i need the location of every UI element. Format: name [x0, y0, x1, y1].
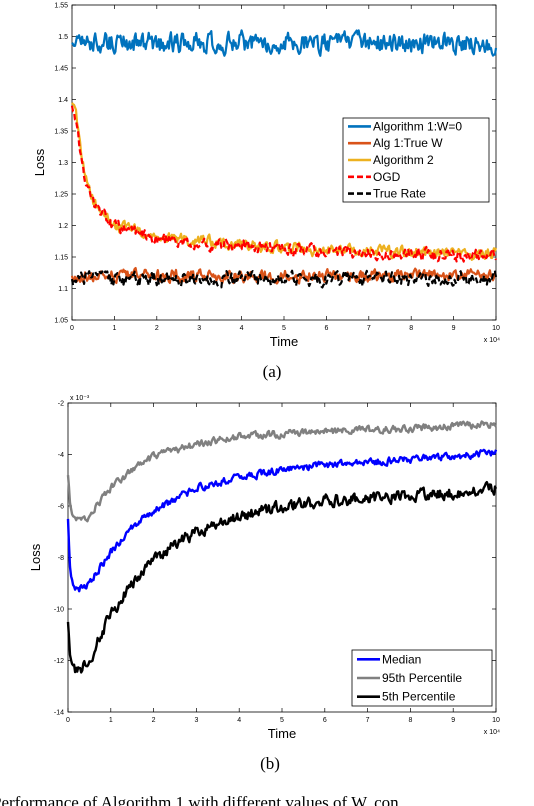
x-tick-label: 10	[492, 325, 500, 332]
series-line-5th-percentile	[66, 480, 498, 674]
chart-panel-a: 0 1 2 3 4 5 6 7 8 9 10 1.05 1.1 1.15 1.2 1.25 1.3 1.35 1.4…	[32, 3, 500, 382]
x-tick-label: 1	[112, 325, 116, 332]
x-tick-label: 4	[240, 325, 244, 332]
x-tick-label: 4	[237, 717, 241, 724]
x-tick-label: 5	[280, 717, 284, 724]
legend-entry-label: Algorithm 2	[373, 153, 434, 167]
x-axis-label: Time	[268, 726, 296, 741]
y-tick-label: -8	[58, 555, 64, 562]
series-line-true-rate	[70, 269, 498, 289]
y-tick-label: 1.05	[54, 318, 68, 325]
legend-entry-label: Median	[382, 652, 421, 666]
legend-entry-label: Alg 1:True W	[373, 136, 443, 150]
x-tick-label: 6	[323, 717, 327, 724]
legend: Algorithm 1:W=0 Alg 1:True W Algorithm 2 OG…	[342, 117, 490, 203]
x-tick-label: 9	[452, 325, 456, 332]
y-tick-label: 1.1	[58, 286, 68, 293]
figure-caption: Performance of Algorithm 1 with differen…	[0, 793, 399, 806]
y-tick-label: 1.2	[58, 223, 68, 230]
y-tick-label: 1.35	[54, 129, 68, 136]
x-tick-label: 7	[366, 717, 370, 724]
x-axis-exponent: x 10⁴	[484, 729, 500, 736]
y-tick-label: -10	[54, 607, 64, 614]
series-line-algorithm-1-w-0	[71, 29, 498, 57]
legend-entry-label: 95th Percentile	[382, 671, 462, 685]
y-tick-label: -4	[58, 452, 64, 459]
x-tick-label: 0	[70, 325, 74, 332]
series-line-ogd	[70, 105, 498, 263]
x-tick-label: 1	[109, 717, 113, 724]
series-line-95th-percentile	[66, 420, 497, 523]
y-tick-label: 1.25	[54, 192, 68, 199]
y-axis-label: Loss	[32, 148, 47, 176]
y-axis-label: Loss	[28, 543, 43, 571]
legend: Median 95th Percentile 5th Percentile	[351, 649, 493, 707]
x-tick-label: 6	[324, 325, 328, 332]
legend-entry-label: 5th Percentile	[382, 690, 456, 704]
y-tick-label: 1.3	[58, 160, 68, 167]
x-tick-label: 2	[155, 325, 159, 332]
x-tick-label: 3	[194, 717, 198, 724]
panel-label: (a)	[263, 362, 282, 381]
y-tick-label: 1.55	[54, 3, 68, 10]
x-tick-label: 8	[409, 325, 413, 332]
legend-entry-label: OGD	[373, 170, 401, 184]
x-tick-label: 8	[408, 717, 412, 724]
y-tick-label: -14	[54, 710, 64, 717]
panel-label: (b)	[260, 754, 280, 773]
y-axis-exponent: x 10⁻³	[70, 395, 90, 402]
y-tick-label: -6	[58, 504, 64, 511]
y-tick-label: 1.5	[58, 34, 68, 41]
x-tick-label: 0	[66, 717, 70, 724]
y-tick-label: 1.4	[58, 97, 68, 104]
chart-panel-b: 0 1 2 3 4 5 6 7 8 9 10 -14 -12 -10 -8 -6 -4 -2 Time Loss x 1…	[28, 395, 500, 773]
x-tick-label: 5	[282, 325, 286, 332]
x-axis-label: Time	[270, 334, 298, 349]
legend-entry-label: Algorithm 1:W=0	[373, 119, 462, 133]
y-tick-label: 1.15	[54, 255, 68, 262]
x-tick-label: 7	[367, 325, 371, 332]
y-tick-label: 1.45	[54, 66, 68, 73]
x-axis-exponent: x 10⁴	[484, 337, 500, 344]
x-tick-label: 10	[492, 717, 500, 724]
x-tick-label: 9	[451, 717, 455, 724]
x-tick-label: 3	[197, 325, 201, 332]
series-line-median	[66, 448, 498, 593]
y-tick-label: -2	[58, 401, 64, 408]
x-tick-label: 2	[152, 717, 156, 724]
y-tick-label: -12	[54, 658, 64, 665]
legend-entry-label: True Rate	[373, 187, 426, 201]
